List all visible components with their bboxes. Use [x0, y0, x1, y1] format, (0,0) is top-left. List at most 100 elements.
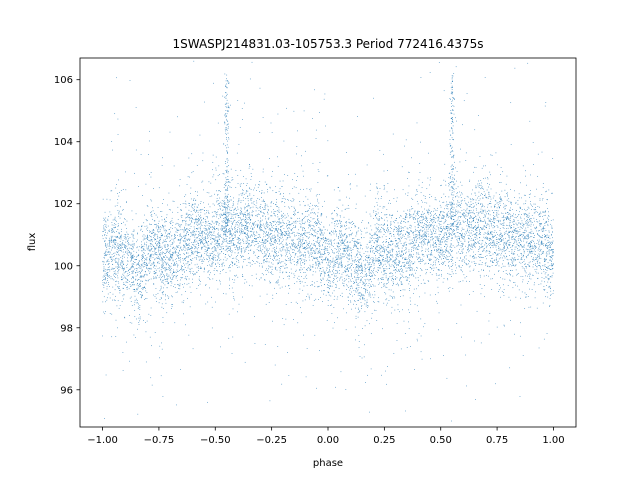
data-point — [523, 203, 525, 205]
data-point — [471, 245, 473, 246]
data-point — [368, 222, 369, 223]
data-point — [297, 130, 298, 132]
data-point — [508, 234, 510, 236]
data-point — [384, 260, 386, 261]
data-point — [198, 219, 200, 220]
data-point — [196, 209, 197, 211]
data-point — [457, 245, 459, 246]
data-point — [130, 256, 131, 258]
data-point — [155, 273, 157, 274]
data-point — [249, 262, 251, 264]
data-point — [267, 226, 268, 228]
data-point — [434, 199, 436, 201]
data-point — [353, 245, 355, 247]
data-point — [290, 236, 291, 238]
data-point — [528, 207, 530, 209]
data-point — [507, 214, 509, 215]
data-point — [375, 259, 377, 261]
data-point — [348, 281, 350, 283]
data-point — [131, 233, 133, 235]
data-point — [139, 286, 140, 287]
data-point — [309, 247, 310, 249]
data-point — [358, 293, 360, 294]
data-point — [380, 263, 382, 264]
data-point — [246, 185, 247, 186]
data-point — [168, 298, 169, 299]
data-point — [477, 224, 479, 226]
data-point — [390, 254, 391, 256]
data-point — [411, 215, 413, 217]
data-point — [350, 250, 352, 252]
data-point — [250, 199, 252, 201]
data-point — [167, 276, 168, 278]
data-point — [239, 232, 241, 233]
data-point — [275, 266, 277, 268]
data-point — [392, 277, 394, 279]
data-point — [400, 231, 401, 233]
data-point — [358, 285, 360, 286]
data-point — [503, 256, 505, 257]
data-point — [227, 179, 229, 180]
data-point — [109, 245, 110, 247]
data-point — [343, 216, 345, 218]
data-point — [218, 245, 220, 246]
data-point — [383, 185, 385, 187]
data-point — [458, 221, 460, 223]
data-point — [264, 181, 266, 183]
data-point — [341, 262, 342, 263]
data-point — [329, 280, 330, 281]
data-point — [265, 235, 266, 237]
data-point — [292, 259, 294, 261]
data-point — [207, 271, 209, 273]
data-point — [508, 242, 510, 244]
data-point — [439, 255, 440, 257]
data-point — [341, 230, 342, 232]
data-point — [153, 236, 154, 238]
data-point — [178, 258, 179, 259]
data-point — [303, 259, 305, 261]
data-point — [198, 267, 199, 269]
data-point — [456, 203, 458, 205]
data-point — [468, 227, 470, 229]
data-point — [287, 230, 289, 232]
data-point — [303, 267, 305, 269]
data-point — [158, 249, 160, 251]
data-point — [498, 271, 499, 272]
data-point — [210, 243, 212, 244]
data-point — [524, 238, 526, 240]
data-point — [427, 255, 428, 257]
data-point — [257, 237, 259, 238]
data-point — [462, 238, 463, 239]
data-point — [380, 231, 382, 233]
data-point — [457, 217, 459, 219]
data-point — [423, 235, 425, 237]
data-point — [102, 198, 104, 200]
data-point — [241, 231, 243, 233]
data-point — [178, 260, 180, 262]
data-point — [417, 212, 418, 214]
data-point — [386, 251, 388, 252]
data-point — [175, 264, 177, 266]
data-point — [237, 252, 239, 254]
data-point — [482, 251, 484, 252]
data-point — [360, 265, 362, 267]
data-point — [530, 241, 531, 242]
data-point — [364, 300, 366, 302]
data-point — [230, 168, 232, 170]
data-point — [268, 209, 269, 211]
data-point — [283, 195, 284, 197]
data-point — [149, 231, 151, 233]
data-point — [141, 275, 142, 277]
data-point — [191, 250, 192, 252]
data-point — [523, 255, 524, 257]
data-point — [278, 211, 280, 213]
data-point — [485, 264, 487, 266]
chart-title: 1SWASPJ214831.03-105753.3 Period 772416.… — [172, 37, 483, 51]
data-point — [544, 234, 545, 235]
data-point — [476, 218, 478, 220]
data-point — [265, 204, 266, 206]
data-point — [289, 193, 291, 195]
data-point — [434, 227, 436, 229]
data-point — [224, 234, 226, 236]
data-point — [361, 295, 363, 297]
